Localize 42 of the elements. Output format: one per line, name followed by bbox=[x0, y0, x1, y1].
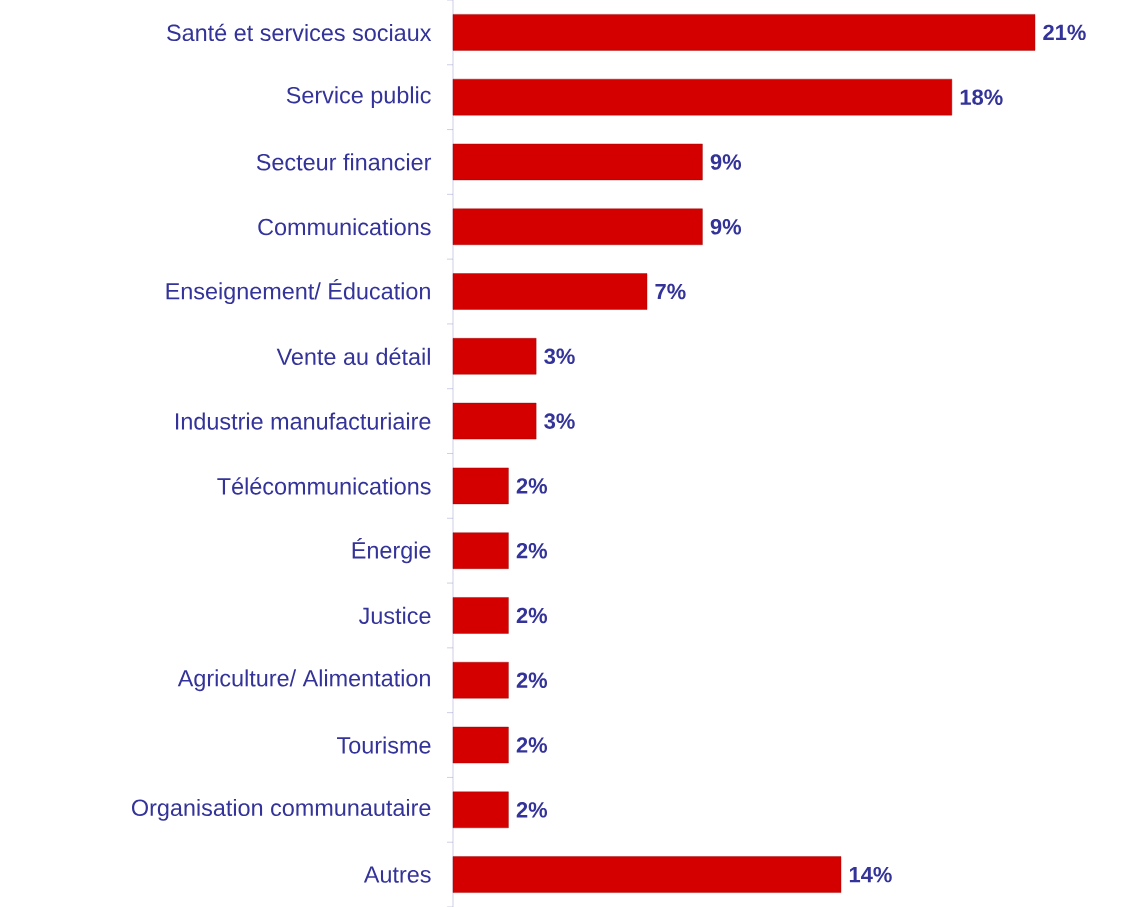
data-label: 2% bbox=[516, 672, 548, 688]
bar bbox=[452, 662, 509, 699]
bar bbox=[452, 402, 537, 440]
bar bbox=[452, 338, 537, 375]
data-label: 2% bbox=[516, 542, 548, 559]
y-tick-label: Vente au détail bbox=[276, 347, 430, 366]
data-label: 3% bbox=[544, 413, 575, 429]
data-label: 7% bbox=[655, 283, 686, 300]
bar bbox=[452, 791, 509, 829]
bar bbox=[452, 273, 648, 310]
y-tick-label: Communications bbox=[258, 218, 431, 236]
y-tick-label: Enseignement/ Éducation bbox=[166, 278, 430, 305]
data-label: 2% bbox=[516, 802, 548, 818]
data-label: 9% bbox=[710, 218, 742, 235]
y-tick-label: Secteur financier bbox=[256, 153, 432, 171]
bar bbox=[452, 856, 842, 893]
data-label: 14% bbox=[849, 866, 892, 883]
bar bbox=[452, 726, 509, 764]
bar bbox=[452, 14, 1036, 51]
bar bbox=[452, 532, 509, 569]
bar bbox=[452, 208, 703, 245]
data-label: 2% bbox=[516, 478, 548, 494]
data-label: 21% bbox=[1043, 24, 1086, 41]
data-label: 2% bbox=[516, 737, 548, 753]
y-tick-label: Télécommunications bbox=[217, 477, 431, 495]
y-tick-label: Tourisme bbox=[337, 736, 431, 754]
y-tick-label: Industrie manufacturiaire bbox=[175, 412, 431, 430]
y-tick-label: Agriculture/ Alimentation bbox=[177, 669, 430, 692]
y-tick-label: Organisation communautaire bbox=[131, 798, 431, 821]
bar bbox=[452, 78, 953, 116]
data-label: 18% bbox=[960, 89, 1003, 105]
data-label: 2% bbox=[516, 607, 548, 624]
y-tick-label: Service public bbox=[286, 86, 431, 109]
data-label: 9% bbox=[710, 154, 742, 170]
bar bbox=[452, 467, 509, 505]
y-tick-label: Santé et services sociaux bbox=[167, 23, 432, 42]
bar bbox=[452, 143, 703, 181]
bar bbox=[452, 597, 509, 634]
y-tick-label: Autres bbox=[363, 866, 431, 883]
data-label: 3% bbox=[544, 348, 575, 365]
y-tick-label: Énergie bbox=[352, 538, 431, 564]
y-tick-label: Justice bbox=[358, 606, 431, 625]
